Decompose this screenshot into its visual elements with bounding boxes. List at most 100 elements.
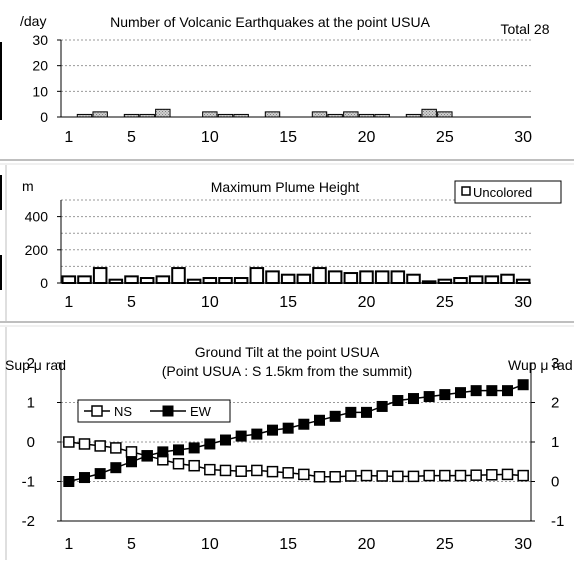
plume-x-tick-label: 30	[514, 294, 532, 311]
ns-legend-marker	[91, 405, 103, 417]
tilt-right-axis-label: Wup μ rad	[508, 357, 573, 373]
plume-bar	[296, 273, 312, 285]
ew-point	[376, 400, 388, 412]
ns-point	[360, 469, 373, 482]
tilt-right-tick-label: 1	[551, 434, 559, 451]
tilt-left-tick-label: -2	[22, 513, 35, 530]
tilt-legend: NS EW	[77, 399, 231, 423]
ns-point	[63, 436, 75, 448]
ew-point	[251, 428, 263, 440]
ew-point	[157, 446, 169, 458]
ns-point	[251, 464, 263, 477]
tilt-left-tick-label: 0	[27, 434, 35, 451]
plume-bar	[155, 275, 171, 284]
ew-point	[361, 406, 372, 418]
plume-y-tick-label: 200	[25, 242, 49, 258]
earthquake-bar	[374, 113, 390, 118]
earthquake-bar	[421, 108, 437, 118]
earthquake-x-tick-label: 5	[127, 129, 136, 146]
earthquake-bar	[437, 111, 453, 118]
plume-bar	[77, 275, 92, 284]
ew-point	[188, 442, 200, 454]
ns-point	[407, 470, 420, 483]
ns-point	[423, 469, 435, 482]
tilt-left-tick-label: 1	[27, 395, 35, 412]
plume-bar	[233, 277, 249, 284]
ns-point	[454, 469, 467, 482]
plume-bar	[374, 270, 390, 285]
plume-bar	[437, 278, 453, 284]
ew-point	[173, 444, 184, 456]
ew-point	[455, 387, 466, 399]
plume-legend: Uncolored	[454, 180, 562, 204]
earthquake-bar	[311, 111, 328, 118]
plume-bar	[468, 275, 484, 284]
tilt-right-tick-label: 3	[551, 355, 559, 372]
tilt-right-tick-label: -1	[551, 513, 564, 530]
earthquake-y-label: /day	[20, 13, 46, 29]
ns-point	[501, 468, 514, 481]
plume-bar	[139, 277, 155, 284]
ns-point	[266, 465, 279, 478]
earthquake-total: Total 28	[500, 21, 549, 37]
plume-grid	[61, 199, 531, 267]
tilt-subtitle: (Point USUA : S 1.5km from the summit)	[162, 363, 413, 379]
earthquake-x-tick-label: 25	[436, 129, 454, 146]
plume-x-tick-label: 1	[64, 294, 73, 311]
ns-point	[188, 459, 200, 472]
ew-point	[94, 468, 106, 480]
plume-bar	[61, 275, 77, 284]
earthquake-y-ticks: 0 10 20 30	[32, 32, 61, 125]
ew-point	[329, 410, 341, 422]
tilt-x-tick-label: 30	[514, 536, 532, 553]
plume-bar	[124, 275, 139, 284]
tilt-x-tick-label: 25	[436, 536, 454, 553]
ew-point	[267, 424, 278, 436]
ns-point	[78, 438, 91, 450]
ns-point	[282, 467, 294, 479]
ew-point	[470, 385, 482, 397]
tilt-left-tick-label: -1	[22, 474, 35, 491]
tilt-left-tick-label: 2	[27, 355, 35, 372]
tilt-right-tick-label: 0	[551, 474, 559, 491]
earthquake-bar	[405, 113, 422, 118]
ns-point	[392, 470, 404, 483]
ew-point	[517, 379, 529, 391]
plume-y-ticks: 0 200 400	[25, 209, 61, 291]
earthquake-title: Number of Volcanic Earthquakes at the po…	[110, 14, 431, 30]
ew-point	[126, 456, 137, 468]
ns-legend-label: NS	[114, 404, 132, 419]
tilt-title: Ground Tilt at the point USUA	[195, 344, 380, 360]
tilt-series-points	[63, 379, 529, 487]
earthquake-x-tick-label: 1	[64, 129, 73, 146]
ew-point	[502, 385, 513, 397]
tilt-x-tick-label: 5	[127, 536, 136, 553]
ns-point	[345, 470, 357, 482]
plume-bar	[327, 270, 343, 285]
plume-bar	[218, 277, 233, 284]
earthquake-x-tick-label: 10	[201, 129, 219, 146]
earthquake-bar	[233, 113, 249, 118]
plume-x-ticks: 1 5 10 15 20 25 30	[64, 294, 532, 311]
plume-bar	[484, 275, 500, 284]
tilt-x-tick-label: 10	[201, 536, 219, 553]
earthquake-bar	[76, 113, 93, 118]
ew-point	[141, 450, 153, 462]
plume-bar	[359, 270, 374, 285]
plume-bar	[515, 278, 531, 284]
earthquake-bars	[76, 108, 453, 118]
tilt-left-ticks: -2 -1 0 1 2	[22, 355, 61, 530]
earthquake-bar	[139, 113, 155, 118]
earthquake-x-tick-label: 30	[514, 129, 532, 146]
plume-y-tick-label: 400	[25, 209, 49, 225]
earthquake-bar	[217, 113, 234, 118]
plume-bar	[92, 267, 108, 284]
earthquake-x-ticks: 1 5 10 15 20 25 30	[64, 129, 532, 146]
plume-x-tick-label: 15	[279, 294, 297, 311]
ew-point	[423, 391, 435, 403]
ns-point	[517, 469, 529, 482]
